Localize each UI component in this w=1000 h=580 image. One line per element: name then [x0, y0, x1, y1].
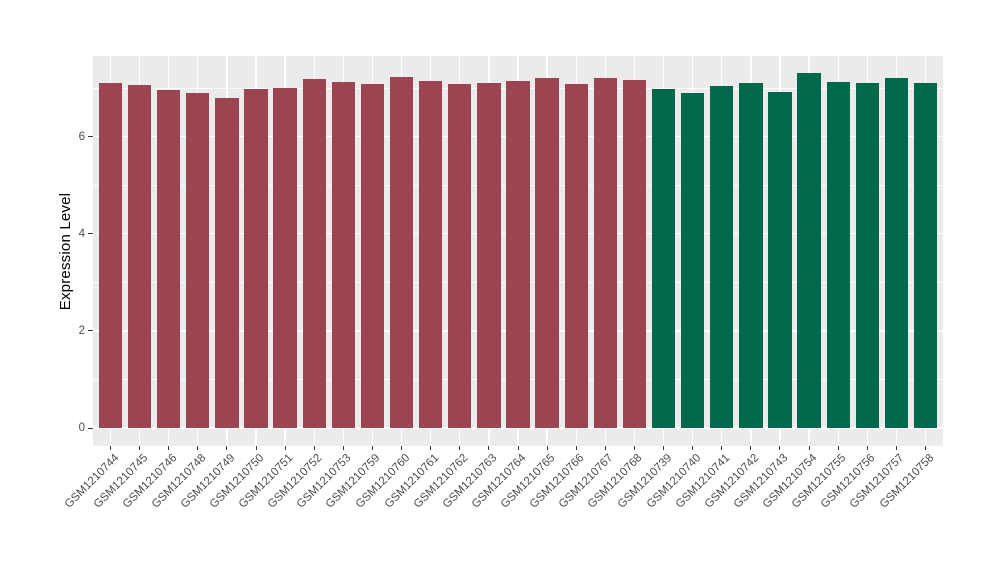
bar-GSM1210755: [826, 82, 850, 429]
bar-GSM1210741: [710, 86, 734, 429]
x-tick-mark: [459, 446, 461, 450]
bar-GSM1210757: [884, 77, 909, 429]
y-tick-mark: [88, 427, 93, 429]
x-tick-label: GSM1210758: [877, 452, 937, 511]
bar-GSM1210765: [535, 77, 559, 429]
x-tick-mark: [226, 446, 228, 450]
bar-GSM1210750: [244, 88, 268, 429]
x-tick-mark: [575, 446, 577, 450]
bar-GSM1210762: [448, 83, 472, 429]
x-tick-mark: [633, 446, 635, 450]
bar-GSM1210761: [419, 81, 443, 429]
x-tick-mark: [546, 446, 548, 450]
x-tick-mark: [197, 446, 199, 450]
x-tick-mark: [895, 446, 897, 450]
x-tick-mark: [139, 446, 141, 450]
bar-GSM1210759: [360, 84, 385, 429]
bar-GSM1210752: [302, 79, 326, 429]
x-tick-mark: [692, 446, 694, 450]
bar-GSM1210751: [273, 87, 297, 429]
plot-panel: [93, 56, 943, 446]
x-tick-mark: [488, 446, 490, 450]
x-tick-mark: [109, 446, 111, 450]
x-tick-mark: [342, 446, 344, 450]
x-tick-mark: [604, 446, 606, 450]
y-tick-label: 6: [78, 130, 85, 143]
y-tick-mark: [88, 330, 93, 332]
bar-GSM1210746: [157, 89, 181, 429]
bar-GSM1210749: [215, 97, 239, 429]
x-tick-mark: [255, 446, 257, 450]
bar-GSM1210743: [768, 91, 792, 429]
bar-GSM1210758: [913, 83, 938, 429]
x-tick-mark: [837, 446, 839, 450]
x-tick-mark: [430, 446, 432, 450]
bar-GSM1210767: [593, 77, 617, 429]
y-tick-mark: [88, 136, 93, 138]
x-tick-mark: [313, 446, 315, 450]
x-tick-mark: [168, 446, 170, 450]
x-tick-mark: [721, 446, 723, 450]
y-tick-mark: [88, 233, 93, 235]
y-axis-title: Expression Level: [57, 192, 75, 310]
x-tick-mark: [925, 446, 927, 450]
bar-GSM1210756: [855, 82, 879, 429]
x-tick-mark: [866, 446, 868, 450]
bar-GSM1210760: [389, 76, 414, 429]
bar-GSM1210768: [622, 79, 647, 429]
x-tick-mark: [779, 446, 781, 450]
x-tick-mark: [750, 446, 752, 450]
y-tick-label: 4: [78, 227, 85, 240]
bar-GSM1210739: [651, 88, 676, 429]
x-tick-mark: [284, 446, 286, 450]
x-tick-mark: [808, 446, 810, 450]
bar-GSM1210742: [739, 82, 763, 429]
x-tick-mark: [517, 446, 519, 450]
x-tick-mark: [663, 446, 665, 450]
y-axis-title-wrap: Expression Level: [52, 56, 80, 446]
bar-GSM1210763: [477, 83, 501, 429]
bar-GSM1210754: [797, 73, 821, 429]
bar-GSM1210748: [186, 93, 210, 429]
y-tick-label: 2: [78, 324, 85, 337]
bar-GSM1210753: [331, 82, 355, 429]
x-tick-mark: [371, 446, 373, 450]
bar-GSM1210745: [127, 85, 152, 429]
bar-GSM1210766: [564, 84, 588, 429]
x-tick-mark: [401, 446, 403, 450]
bar-GSM1210740: [681, 92, 705, 429]
bar-GSM1210764: [506, 81, 530, 429]
bar-GSM1210744: [98, 82, 123, 429]
y-tick-label: 0: [78, 422, 85, 435]
